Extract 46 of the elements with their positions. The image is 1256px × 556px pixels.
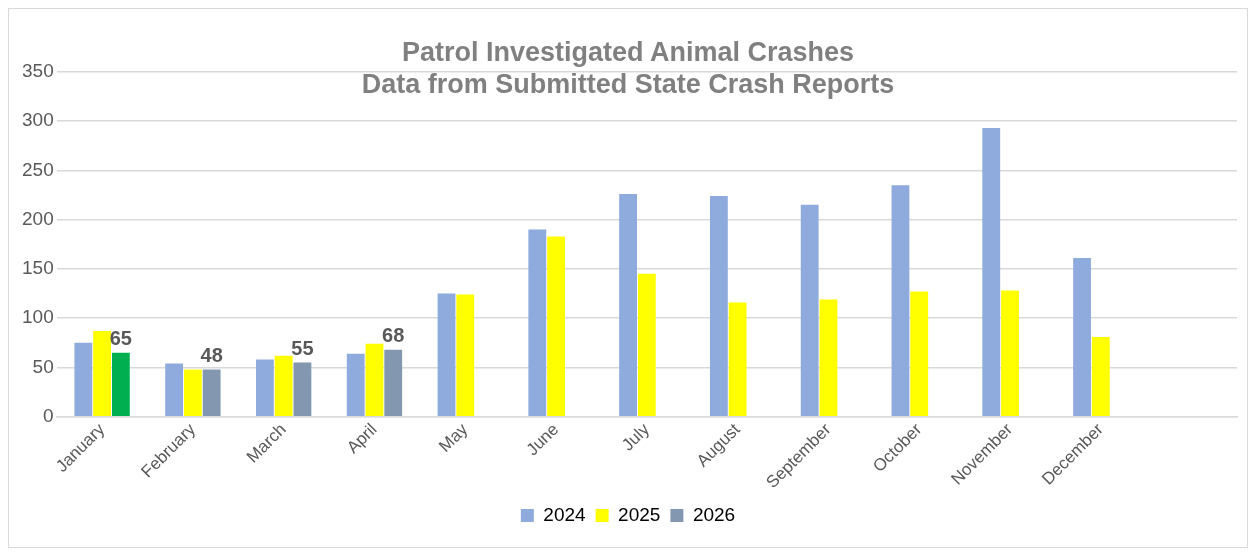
bar <box>709 195 728 417</box>
bar <box>528 229 547 417</box>
bar <box>384 349 403 417</box>
bar <box>800 204 819 417</box>
bar <box>293 362 312 417</box>
bar <box>93 331 112 417</box>
y-tick-label: 350 <box>22 60 54 82</box>
bar <box>165 363 184 417</box>
bar <box>728 302 747 417</box>
bar <box>274 355 293 417</box>
legend-label: 2026 <box>692 503 736 525</box>
bar <box>547 236 565 417</box>
bar <box>819 299 838 417</box>
legend-label: 2024 <box>543 503 587 525</box>
bar <box>982 127 1001 417</box>
bar <box>637 273 656 417</box>
chart-title: Patrol Investigated Animal Crashes <box>401 36 855 67</box>
data-label: 55 <box>291 337 314 360</box>
bar <box>183 369 202 417</box>
bar <box>1001 290 1019 417</box>
bar <box>456 294 475 417</box>
data-label: 48 <box>200 343 223 366</box>
bar <box>346 353 365 417</box>
bar <box>74 342 93 417</box>
y-tick-label: 300 <box>22 109 54 131</box>
y-tick-label: 250 <box>22 158 54 180</box>
bar <box>891 185 910 417</box>
data-label: 68 <box>382 324 405 347</box>
bar <box>619 194 637 417</box>
y-tick-label: 150 <box>22 257 54 279</box>
x-tick-label: July <box>618 419 654 455</box>
bar <box>111 352 130 417</box>
x-tick-label: May <box>435 419 472 456</box>
bar <box>1091 336 1110 417</box>
y-tick-label: 50 <box>32 355 54 377</box>
bar <box>202 369 221 417</box>
bar <box>365 343 384 417</box>
chart-subtitle: Data from Submitted State Crash Reports <box>361 69 895 100</box>
y-tick-label: 0 <box>43 405 54 427</box>
bar <box>910 291 929 417</box>
bar <box>256 359 274 417</box>
legend-label: 2025 <box>618 503 661 525</box>
bar <box>1073 258 1091 417</box>
y-tick-label: 100 <box>22 306 54 328</box>
y-tick-label: 200 <box>22 207 54 229</box>
bar <box>437 293 456 417</box>
